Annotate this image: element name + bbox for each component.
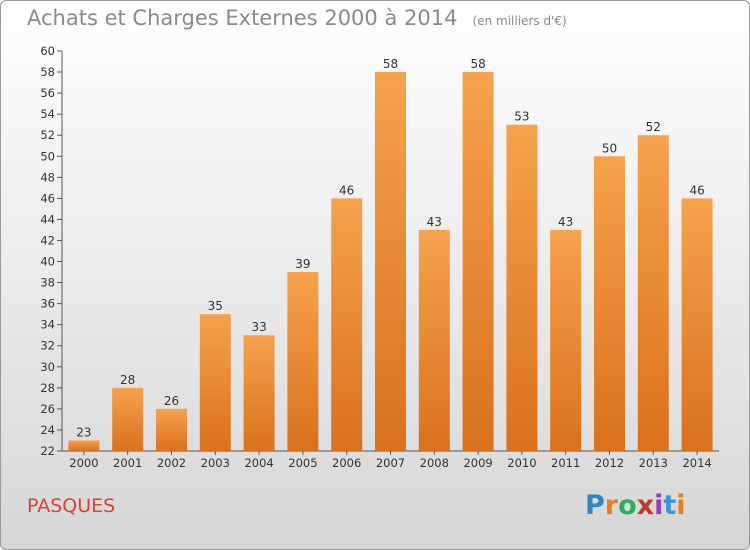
bar-value-label: 43 bbox=[427, 215, 442, 229]
bar bbox=[112, 387, 144, 451]
bar bbox=[287, 272, 319, 451]
x-tick-label: 2011 bbox=[551, 456, 580, 470]
bar bbox=[594, 156, 625, 451]
logo-letter: x bbox=[636, 490, 655, 521]
y-tick-label: 52 bbox=[40, 128, 55, 142]
x-tick-label: 2009 bbox=[463, 456, 492, 470]
chart-title: Achats et Charges Externes 2000 à 2014 bbox=[27, 6, 458, 30]
bar bbox=[418, 229, 450, 451]
y-tick-label: 56 bbox=[40, 86, 55, 100]
logo-letter: t bbox=[663, 490, 677, 521]
x-tick-label: 2004 bbox=[244, 456, 273, 470]
y-tick-label: 24 bbox=[40, 423, 55, 437]
x-tick-label: 2002 bbox=[157, 456, 186, 470]
bar bbox=[462, 72, 494, 451]
bar bbox=[506, 124, 538, 452]
logo-letter: o bbox=[618, 490, 637, 521]
y-tick-label: 28 bbox=[40, 381, 55, 395]
y-tick-label: 58 bbox=[40, 65, 55, 79]
bar bbox=[550, 229, 582, 451]
y-tick-label: 36 bbox=[40, 297, 55, 311]
bar-value-label: 23 bbox=[76, 425, 91, 439]
logo-letter: r bbox=[604, 490, 619, 521]
x-tick-label: 2012 bbox=[595, 456, 624, 470]
bar bbox=[681, 198, 713, 451]
bar bbox=[331, 198, 363, 451]
proxiti-logo: Proxiti bbox=[585, 490, 686, 521]
bar-value-label: 53 bbox=[514, 110, 529, 124]
x-tick-label: 2003 bbox=[201, 456, 230, 470]
bar-value-label: 35 bbox=[208, 299, 223, 313]
bar bbox=[199, 314, 231, 451]
bar-value-label: 43 bbox=[558, 215, 573, 229]
y-tick-label: 42 bbox=[40, 233, 55, 247]
x-tick-label: 2006 bbox=[332, 456, 361, 470]
bar bbox=[156, 408, 187, 451]
logo-letter: P bbox=[585, 490, 605, 521]
y-tick-label: 38 bbox=[40, 276, 55, 290]
x-tick-label: 2005 bbox=[288, 456, 317, 470]
x-tick-label: 2001 bbox=[113, 456, 142, 470]
x-tick-label: 2014 bbox=[682, 456, 711, 470]
y-tick-label: 46 bbox=[40, 191, 55, 205]
x-tick-label: 2008 bbox=[420, 456, 449, 470]
y-tick-label: 44 bbox=[40, 212, 55, 226]
logo-letter: i bbox=[676, 490, 686, 521]
bar-value-label: 58 bbox=[470, 57, 485, 71]
y-tick-label: 40 bbox=[40, 255, 55, 269]
x-tick-label: 2000 bbox=[69, 456, 98, 470]
bar-value-label: 28 bbox=[120, 373, 135, 387]
bar-value-label: 46 bbox=[339, 183, 354, 197]
bar-value-label: 58 bbox=[383, 57, 398, 71]
y-tick-label: 54 bbox=[40, 107, 55, 121]
y-tick-label: 32 bbox=[40, 339, 55, 353]
bar-value-label: 52 bbox=[646, 120, 661, 134]
y-tick-label: 22 bbox=[40, 444, 55, 458]
bar-value-label: 26 bbox=[164, 394, 179, 408]
bar-value-label: 50 bbox=[602, 141, 617, 155]
y-tick-label: 60 bbox=[40, 44, 55, 58]
bar bbox=[375, 72, 406, 451]
chart-subtitle: (en milliers d'€) bbox=[472, 14, 567, 28]
commune-name: PASQUES bbox=[27, 495, 116, 517]
y-tick-label: 48 bbox=[40, 170, 55, 184]
bar bbox=[68, 440, 100, 451]
x-tick-label: 2010 bbox=[507, 456, 536, 470]
x-tick-label: 2007 bbox=[376, 456, 405, 470]
x-tick-label: 2013 bbox=[639, 456, 668, 470]
bar bbox=[637, 135, 669, 452]
y-tick-label: 26 bbox=[40, 402, 55, 416]
bar-value-label: 39 bbox=[295, 257, 310, 271]
y-tick-label: 34 bbox=[40, 318, 55, 332]
y-tick-label: 30 bbox=[40, 360, 55, 374]
bar bbox=[243, 335, 275, 451]
title-block: Achats et Charges Externes 2000 à 2014 (… bbox=[27, 6, 567, 30]
bar-value-label: 46 bbox=[689, 183, 704, 197]
logo-letter: i bbox=[654, 490, 664, 521]
y-tick-label: 50 bbox=[40, 149, 55, 163]
bar-value-label: 33 bbox=[251, 320, 266, 334]
